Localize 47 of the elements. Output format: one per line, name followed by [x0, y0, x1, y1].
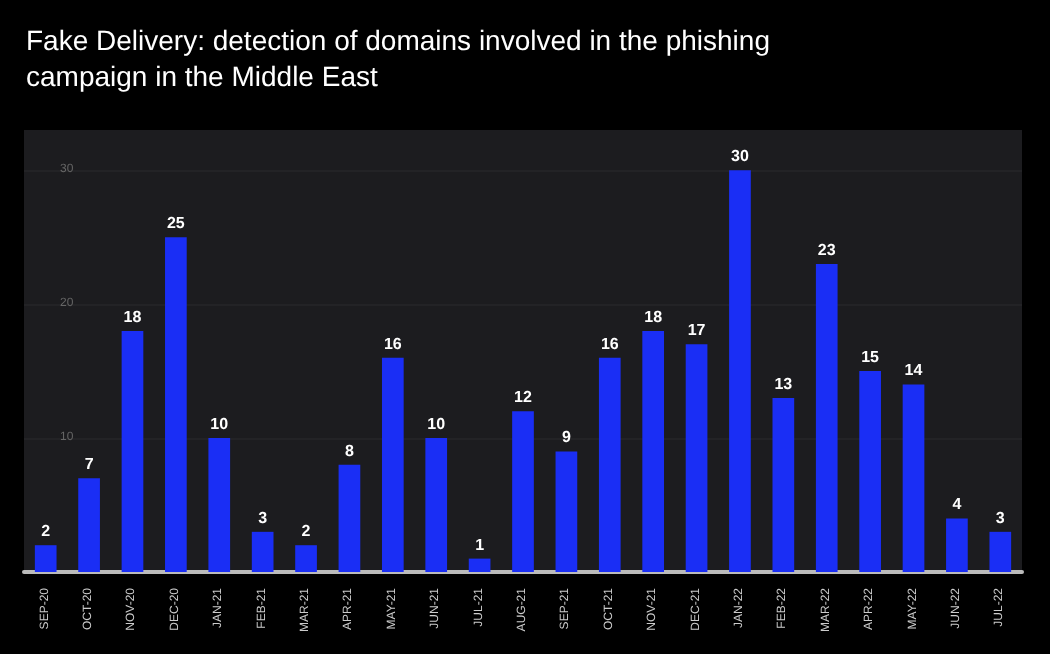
bar	[859, 371, 881, 572]
data-label: 2	[41, 522, 52, 541]
data-label: 3	[258, 508, 269, 527]
data-label: 10	[210, 415, 230, 434]
bar	[512, 411, 534, 572]
data-label: 13	[774, 374, 794, 393]
data-label: 17	[687, 321, 707, 340]
data-label: 10	[427, 415, 447, 434]
bar	[208, 438, 231, 572]
bar	[165, 237, 187, 572]
data-label: 25	[166, 214, 186, 233]
bar	[295, 545, 317, 572]
bar	[555, 451, 578, 572]
data-label: 1	[475, 535, 486, 554]
data-label: 18	[123, 307, 143, 326]
bar	[598, 357, 621, 572]
data-label: 8	[344, 441, 355, 460]
bar	[729, 170, 751, 572]
data-label: 2	[301, 522, 312, 541]
data-label: 12	[514, 388, 533, 407]
bar	[468, 558, 491, 572]
data-label: 16	[600, 334, 620, 353]
bar	[685, 344, 708, 572]
bar	[815, 263, 838, 572]
data-label: 9	[561, 428, 572, 447]
bar	[772, 397, 795, 572]
data-label: 23	[817, 240, 837, 259]
data-label: 15	[861, 348, 881, 367]
bar	[425, 438, 448, 572]
data-label: 7	[84, 455, 95, 474]
bar	[946, 518, 968, 572]
bar	[34, 545, 57, 572]
data-label: 14	[904, 361, 924, 380]
bar	[78, 478, 100, 572]
bar	[121, 330, 144, 572]
data-label: 4	[952, 495, 963, 514]
data-label: 16	[383, 334, 403, 353]
bar	[902, 384, 925, 572]
bar	[989, 531, 1012, 572]
data-label: 30	[731, 147, 750, 166]
bar	[642, 330, 665, 572]
data-label: 3	[995, 508, 1006, 527]
bar	[381, 357, 404, 572]
bar	[251, 531, 274, 572]
bar	[338, 464, 361, 572]
chart-title: Fake Delivery: detection of domains involved in the phishing campaign in the Middle East	[26, 24, 778, 92]
data-label: 18	[644, 307, 664, 326]
